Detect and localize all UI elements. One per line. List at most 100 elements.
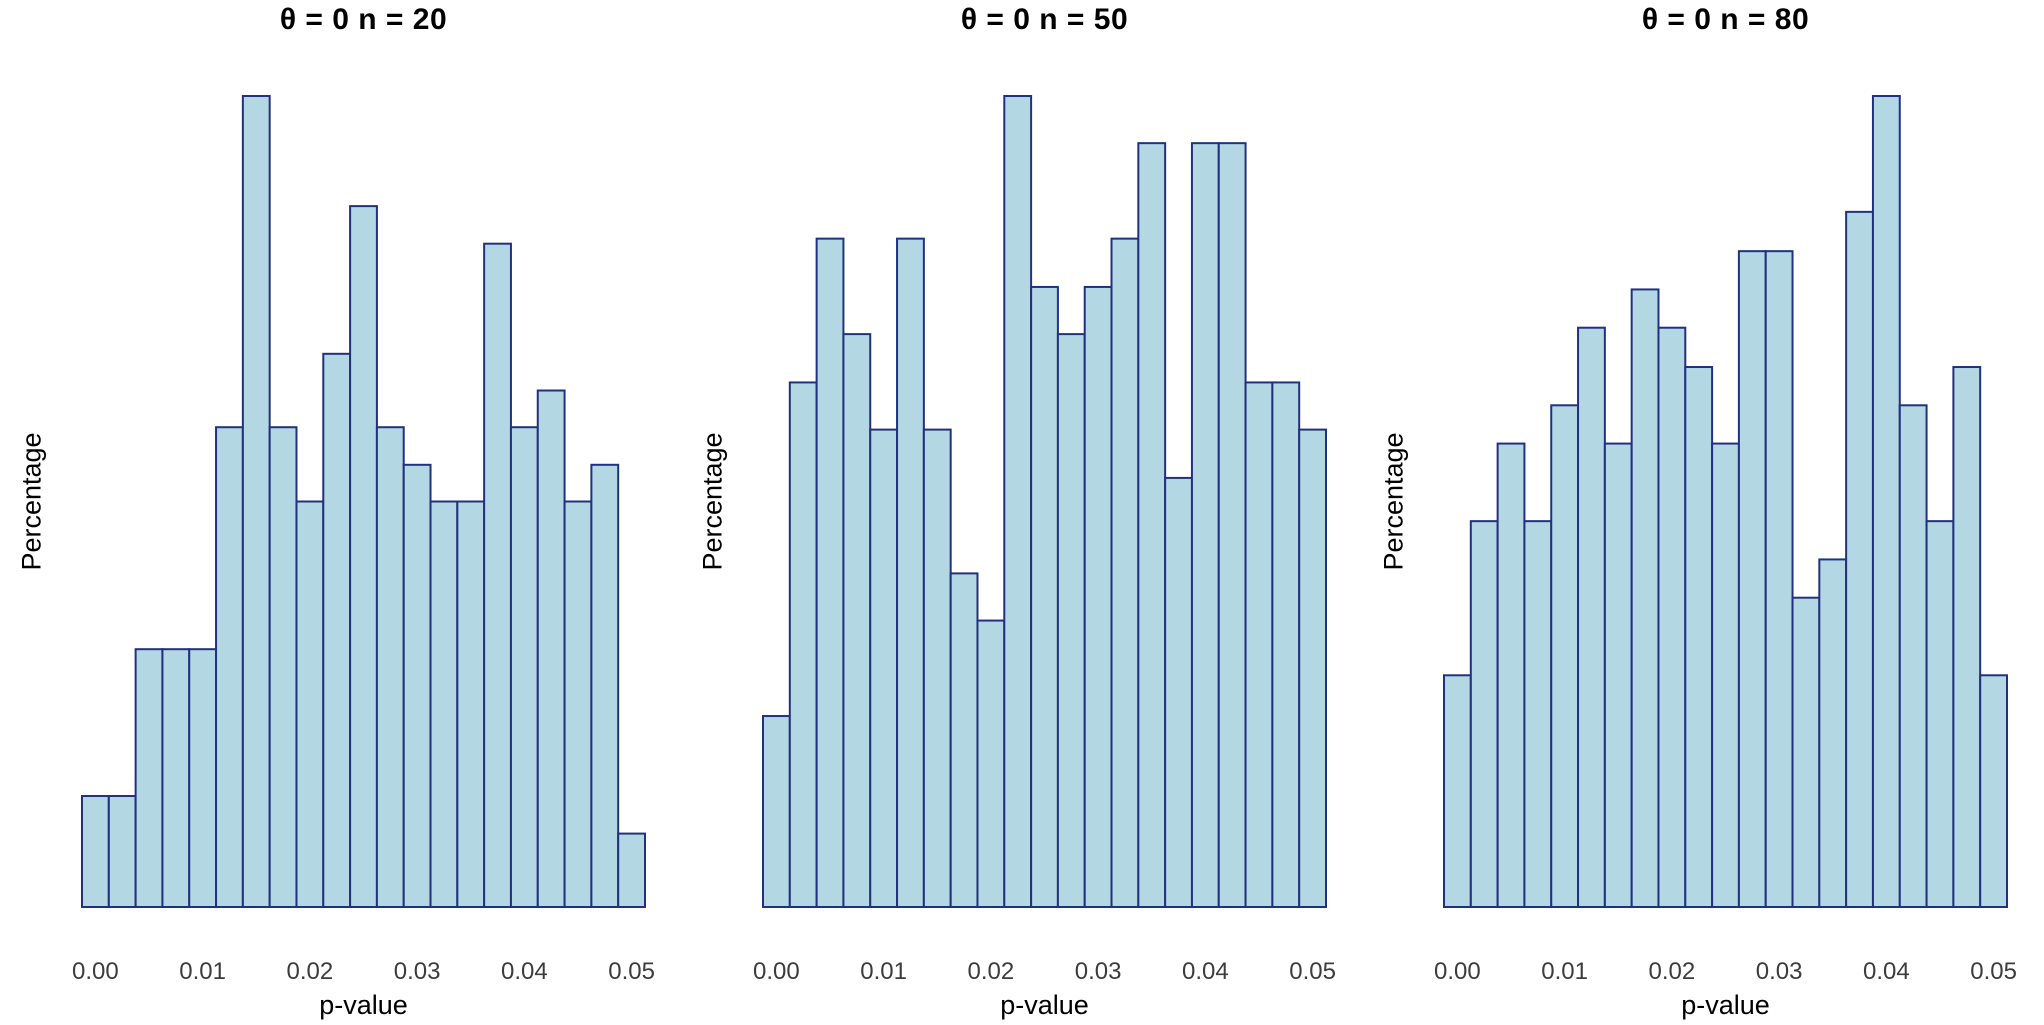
histogram-bar <box>295 500 325 908</box>
y-axis-label: Percentage <box>4 95 60 908</box>
histogram-svg <box>81 95 647 909</box>
histogram-bar <box>762 715 791 908</box>
histogram-bar <box>1577 326 1606 908</box>
histogram-bar <box>483 242 512 908</box>
histogram-bar <box>268 426 298 908</box>
histogram-bar <box>1030 285 1059 908</box>
histogram-bar <box>1818 558 1848 908</box>
x-tick-label: 0.01 <box>179 958 226 985</box>
histogram-bar <box>1657 326 1687 908</box>
x-axis-ticks: 0.00 0.01 0.02 0.03 0.04 0.05 <box>72 958 655 988</box>
histogram-bar <box>1003 95 1033 908</box>
histogram-bar <box>922 428 952 908</box>
histogram-bar <box>617 832 647 909</box>
histogram-bar <box>456 500 486 908</box>
x-tick-label: 0.04 <box>1181 958 1229 985</box>
histogram-bar <box>509 426 539 908</box>
x-tick-label: 0.04 <box>500 958 548 985</box>
histogram-bar <box>590 463 620 908</box>
plot-area <box>81 95 647 909</box>
chart-title: θ = 0 n = 80 <box>1641 3 1810 36</box>
histogram-bar <box>322 352 352 908</box>
histogram-bar <box>1496 442 1526 908</box>
histogram-bar <box>896 237 925 908</box>
x-tick-label: 0.00 <box>753 958 800 985</box>
plot-area <box>762 95 1328 909</box>
histogram-bar <box>1550 404 1580 908</box>
histogram-bar <box>1271 381 1301 908</box>
histogram-bar <box>188 648 218 908</box>
histogram-bar <box>815 237 845 908</box>
histogram-bar <box>241 95 271 908</box>
histogram-bar <box>1217 142 1247 909</box>
histogram-bar <box>1469 520 1499 908</box>
histogram-bar <box>1443 674 1472 908</box>
histogram-bar <box>215 426 244 908</box>
histogram-bar <box>375 426 405 908</box>
histogram-bar <box>842 333 872 908</box>
x-tick-label: 0.02 <box>286 958 334 985</box>
x-axis-label: p-value <box>1681 990 1770 1020</box>
x-tick-label: 0.01 <box>1541 958 1588 985</box>
y-axis-label: Percentage <box>685 95 741 908</box>
histogram-bar <box>536 389 566 908</box>
histogram-bar <box>1764 250 1794 909</box>
histogram-panel-n80: θ = 0 n = 80 Percentage 0.00 0.01 0.02 0.03… <box>1362 0 2043 1025</box>
x-tick-label: 0.05 <box>1289 958 1336 985</box>
histogram-bar <box>1898 404 1928 908</box>
histogram-bar <box>1523 520 1553 908</box>
histogram-bar <box>161 648 191 908</box>
histogram-bar <box>1630 288 1660 908</box>
x-tick-label: 0.05 <box>1970 958 2017 985</box>
histogram-bar <box>1871 95 1901 908</box>
histogram-bar <box>107 795 137 909</box>
histogram-svg <box>1443 95 2009 909</box>
x-tick-label: 0.03 <box>393 958 441 985</box>
histogram-bar <box>1298 428 1328 908</box>
chart-title: θ = 0 n = 20 <box>279 3 448 36</box>
histogram-bar <box>402 463 432 908</box>
histogram-bar <box>976 619 1006 908</box>
histogram-bar <box>134 648 164 908</box>
x-tick-label: 0.01 <box>860 958 907 985</box>
histogram-bar <box>1952 366 1982 908</box>
histogram-bar <box>349 205 378 909</box>
histogram-bar <box>1979 674 2009 908</box>
x-tick-label: 0.00 <box>1434 958 1481 985</box>
x-axis-ticks: 0.00 0.01 0.02 0.03 0.04 0.05 <box>753 958 1336 988</box>
plot-area <box>1443 95 2009 909</box>
histogram-bar <box>1711 442 1740 908</box>
histogram-bar <box>1791 596 1821 908</box>
histogram-bar <box>1110 237 1140 908</box>
histogram-bar <box>1190 142 1220 909</box>
y-axis-label: Percentage <box>1366 95 1422 908</box>
histogram-bar <box>949 572 979 908</box>
histogram-bar <box>1603 442 1633 908</box>
histogram-bar <box>1056 333 1086 908</box>
histogram-bar <box>1083 285 1113 908</box>
histogram-bar <box>81 795 110 909</box>
histogram-bar <box>1137 142 1167 909</box>
x-tick-label: 0.02 <box>967 958 1015 985</box>
histogram-panel-n50: θ = 0 n = 50 Percentage 0.00 0.01 0.02 0.03… <box>681 0 1362 1025</box>
chart-title: θ = 0 n = 50 <box>960 3 1129 36</box>
x-axis-label: p-value <box>319 990 408 1020</box>
histogram-bar <box>788 381 818 908</box>
histogram-bar <box>869 428 899 908</box>
histogram-bar <box>1684 366 1714 908</box>
y-axis-label-text: Percentage <box>697 432 728 571</box>
x-tick-label: 0.00 <box>72 958 119 985</box>
x-tick-label: 0.03 <box>1755 958 1803 985</box>
x-tick-label: 0.03 <box>1074 958 1122 985</box>
histogram-svg <box>762 95 1328 909</box>
histogram-bar <box>1925 520 1955 908</box>
histogram-bar <box>1244 381 1274 908</box>
histogram-bar <box>1164 476 1193 908</box>
x-tick-label: 0.05 <box>608 958 655 985</box>
x-tick-label: 0.04 <box>1862 958 1910 985</box>
x-axis-label: p-value <box>1000 990 1089 1020</box>
histogram-bar <box>1737 250 1767 909</box>
y-axis-label-text: Percentage <box>1378 432 1409 571</box>
x-tick-label: 0.02 <box>1648 958 1696 985</box>
